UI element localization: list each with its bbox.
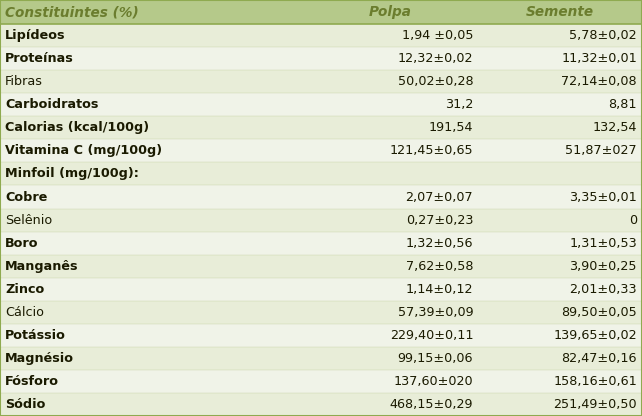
Text: 8,81: 8,81 bbox=[609, 98, 637, 111]
Text: 1,14±0,12: 1,14±0,12 bbox=[406, 283, 473, 296]
Text: 51,87±027: 51,87±027 bbox=[565, 144, 637, 157]
Bar bbox=[0, 162, 642, 186]
Text: Cálcio: Cálcio bbox=[5, 306, 44, 319]
Text: Magnésio: Magnésio bbox=[5, 352, 74, 365]
Text: 1,94 ±0,05: 1,94 ±0,05 bbox=[402, 29, 473, 42]
Text: 137,60±020: 137,60±020 bbox=[394, 375, 473, 388]
Text: Carboidratos: Carboidratos bbox=[5, 98, 98, 111]
Text: 229,40±0,11: 229,40±0,11 bbox=[390, 329, 473, 342]
Text: Semente: Semente bbox=[526, 5, 594, 19]
Text: 1,32±0,56: 1,32±0,56 bbox=[406, 237, 473, 250]
Bar bbox=[0, 370, 642, 393]
Text: Constituintes (%): Constituintes (%) bbox=[5, 5, 139, 19]
Bar bbox=[0, 324, 642, 347]
Text: Sódio: Sódio bbox=[5, 398, 46, 411]
Text: 7,62±0,58: 7,62±0,58 bbox=[406, 260, 473, 272]
Bar bbox=[0, 255, 642, 278]
Text: 3,35±0,01: 3,35±0,01 bbox=[569, 191, 637, 203]
Text: 50,02±0,28: 50,02±0,28 bbox=[397, 75, 473, 88]
Text: Calorias (kcal/100g): Calorias (kcal/100g) bbox=[5, 121, 149, 134]
Text: 468,15±0,29: 468,15±0,29 bbox=[390, 398, 473, 411]
Text: 57,39±0,09: 57,39±0,09 bbox=[397, 306, 473, 319]
Text: 121,45±0,65: 121,45±0,65 bbox=[390, 144, 473, 157]
Bar bbox=[0, 232, 642, 255]
Bar bbox=[0, 0, 642, 24]
Bar bbox=[0, 208, 642, 232]
Text: 82,47±0,16: 82,47±0,16 bbox=[561, 352, 637, 365]
Text: 72,14±0,08: 72,14±0,08 bbox=[561, 75, 637, 88]
Bar bbox=[0, 278, 642, 301]
Bar bbox=[0, 347, 642, 370]
Bar bbox=[0, 116, 642, 139]
Text: Manganês: Manganês bbox=[5, 260, 78, 272]
Text: 0,27±0,23: 0,27±0,23 bbox=[406, 213, 473, 227]
Text: 191,54: 191,54 bbox=[429, 121, 473, 134]
Text: Selênio: Selênio bbox=[5, 213, 53, 227]
Text: Cobre: Cobre bbox=[5, 191, 48, 203]
Text: Fósforo: Fósforo bbox=[5, 375, 59, 388]
Bar bbox=[0, 47, 642, 70]
Text: 251,49±0,50: 251,49±0,50 bbox=[553, 398, 637, 411]
Text: Potássio: Potássio bbox=[5, 329, 66, 342]
Text: 132,54: 132,54 bbox=[593, 121, 637, 134]
Bar bbox=[0, 70, 642, 93]
Text: Fibras: Fibras bbox=[5, 75, 43, 88]
Text: 1,31±0,53: 1,31±0,53 bbox=[569, 237, 637, 250]
Bar bbox=[0, 139, 642, 162]
Text: 3,90±0,25: 3,90±0,25 bbox=[569, 260, 637, 272]
Text: 2,07±0,07: 2,07±0,07 bbox=[406, 191, 473, 203]
Text: Vitamina C (mg/100g): Vitamina C (mg/100g) bbox=[5, 144, 162, 157]
Bar bbox=[0, 393, 642, 416]
Text: 139,65±0,02: 139,65±0,02 bbox=[553, 329, 637, 342]
Text: 158,16±0,61: 158,16±0,61 bbox=[553, 375, 637, 388]
Bar bbox=[0, 301, 642, 324]
Text: 12,32±0,02: 12,32±0,02 bbox=[397, 52, 473, 65]
Text: Minfoil (mg/100g):: Minfoil (mg/100g): bbox=[5, 168, 139, 181]
Text: 2,01±0,33: 2,01±0,33 bbox=[569, 283, 637, 296]
Bar bbox=[0, 93, 642, 116]
Text: Zinco: Zinco bbox=[5, 283, 44, 296]
Bar bbox=[0, 186, 642, 208]
Text: Polpa: Polpa bbox=[369, 5, 412, 19]
Text: 5,78±0,02: 5,78±0,02 bbox=[569, 29, 637, 42]
Text: 99,15±0,06: 99,15±0,06 bbox=[397, 352, 473, 365]
Text: Proteínas: Proteínas bbox=[5, 52, 74, 65]
Text: 0: 0 bbox=[629, 213, 637, 227]
Text: 31,2: 31,2 bbox=[445, 98, 473, 111]
Text: Lipídeos: Lipídeos bbox=[5, 29, 65, 42]
Text: 11,32±0,01: 11,32±0,01 bbox=[561, 52, 637, 65]
Text: 89,50±0,05: 89,50±0,05 bbox=[561, 306, 637, 319]
Bar bbox=[0, 24, 642, 47]
Text: Boro: Boro bbox=[5, 237, 39, 250]
